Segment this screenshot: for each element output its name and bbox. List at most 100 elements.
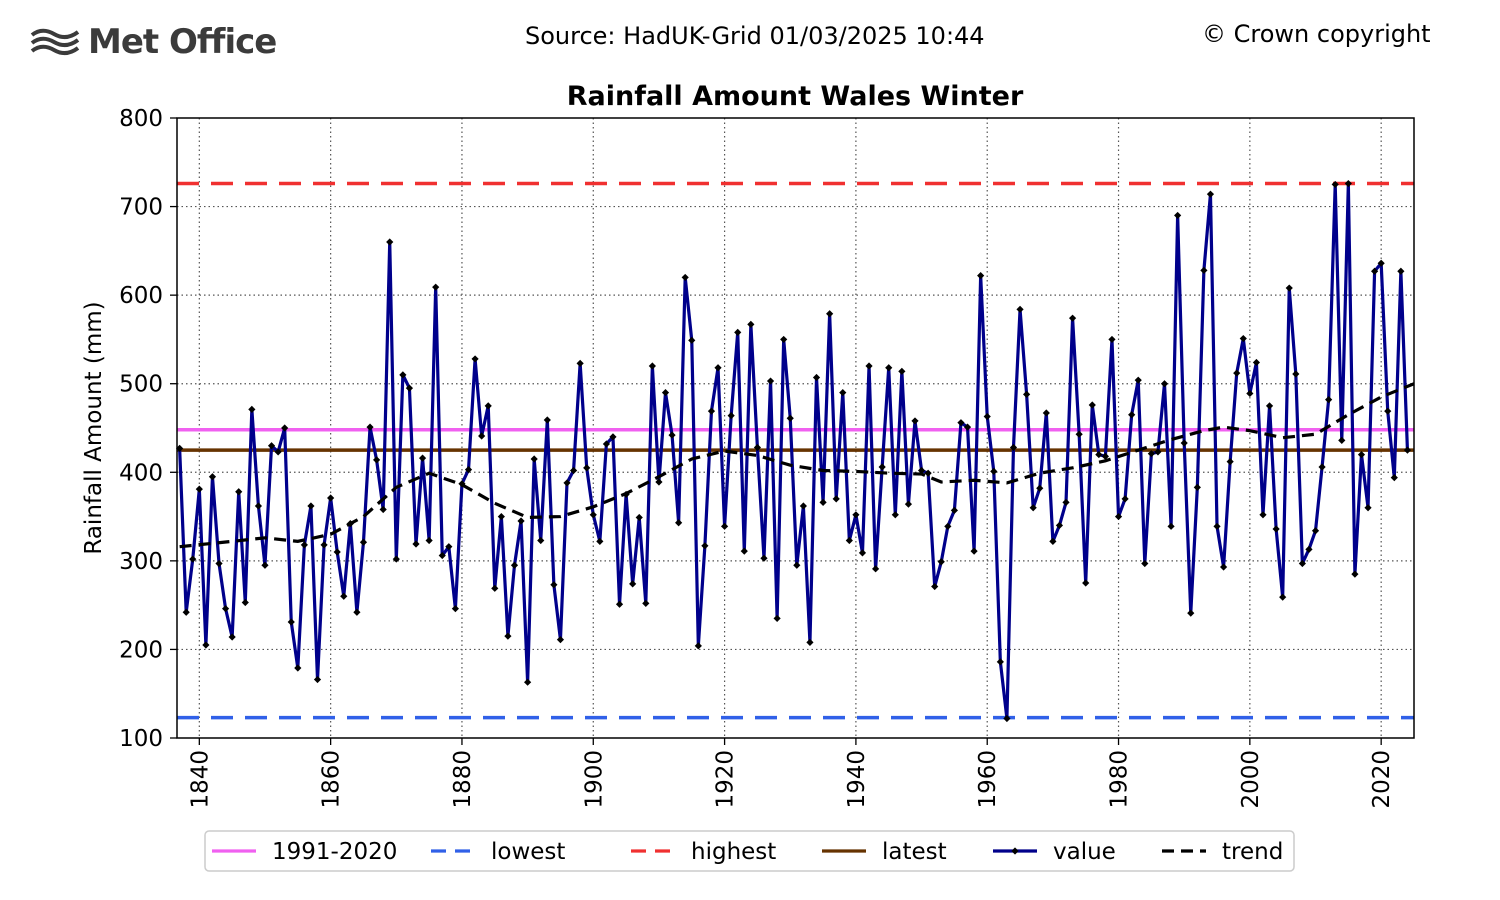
value-point [1154,448,1162,456]
value-point [504,632,512,640]
value-point [517,517,525,525]
value-point [1082,579,1090,587]
value-point [701,542,709,550]
source-text: Source: HadUK-Grid 01/03/2025 10:44 [525,22,985,50]
value-point [714,364,722,372]
value-point [471,355,479,363]
value-point [583,464,591,472]
series-group [176,179,1415,723]
value-point [1108,335,1116,344]
legend-label-1991-2020: 1991-2020 [272,839,397,865]
value-point [668,431,676,439]
value-point [1200,266,1208,274]
value-point [629,580,637,588]
value-point [635,513,643,522]
value-point [373,456,381,464]
value-point [1187,609,1195,617]
value-point [872,565,880,573]
value-point [274,448,282,456]
value-point [694,642,702,650]
value-point [576,359,584,367]
value-point [1095,450,1103,459]
value-point [1226,458,1234,466]
x-tick-label: 2000 [1238,750,1264,809]
value-point [267,442,276,450]
legend-marker-value [1011,847,1019,855]
value-point [320,541,328,549]
x-tick-label: 1860 [319,750,345,809]
value-point [1384,407,1392,415]
value-point [1403,446,1412,454]
value-point [1049,537,1057,545]
value-point [386,238,394,246]
value-point [773,614,781,623]
value-point [346,520,354,528]
value-point [602,440,611,448]
value-point [1371,267,1379,275]
value-point [589,511,597,519]
value-point [865,362,873,370]
value-point [569,466,578,475]
legend-label-lowest: lowest [491,839,565,865]
value-point [931,582,939,591]
axis-ticks: 1840 1860 1880 1900 1920 1940 1960 1980 2000 2020… [119,106,1395,809]
value-point [1147,450,1155,458]
value-point [753,443,762,452]
value-point [1088,401,1096,409]
value-point [858,549,867,557]
value-point [819,498,827,506]
value-point [878,463,886,471]
y-tick-label: 800 [119,106,163,132]
value-point [1397,267,1405,275]
value-point [832,495,840,503]
chart-title: Rainfall Amount Wales Winter [567,81,1024,112]
value-point [1180,439,1188,447]
value-point [983,412,991,421]
value-point [1068,314,1077,322]
value-point [478,432,486,440]
value-point [885,364,893,372]
value-point [281,424,289,432]
value-point [707,407,716,415]
value-point [543,416,551,424]
value-point [550,581,558,589]
value-point [1318,463,1326,471]
value-point [379,505,387,514]
value-point [510,561,519,569]
value-point [1075,430,1083,438]
value-point [1036,484,1044,492]
value-point [1357,450,1366,459]
value-point [727,412,735,420]
legend-label-value: value [1053,839,1116,865]
legend-box [204,830,1295,872]
value-point [1016,305,1024,313]
value-point [359,538,368,546]
value-point [208,473,217,481]
value-point [615,600,624,608]
value-point [937,558,945,566]
trend-series-line [179,382,1415,549]
value-point [720,522,729,530]
value-series-line [178,181,1410,721]
x-tick-label: 1920 [713,750,739,809]
value-point [221,605,230,613]
value-point [1279,593,1287,601]
value-point [924,469,932,477]
value-point [845,536,853,545]
value-point [1272,525,1280,533]
value-point [911,417,919,425]
value-point [261,561,269,569]
value-point [1219,563,1228,571]
value-point [1206,190,1215,198]
y-tick-label: 700 [119,195,163,221]
value-point [327,494,335,502]
value-point [189,555,197,563]
value-point [1331,180,1339,189]
value-point [366,423,374,431]
value-point [1134,376,1142,384]
value-point [655,478,663,486]
value-point [294,664,302,672]
value-point [1003,714,1011,723]
value-point [484,402,492,410]
value-point [195,485,203,493]
